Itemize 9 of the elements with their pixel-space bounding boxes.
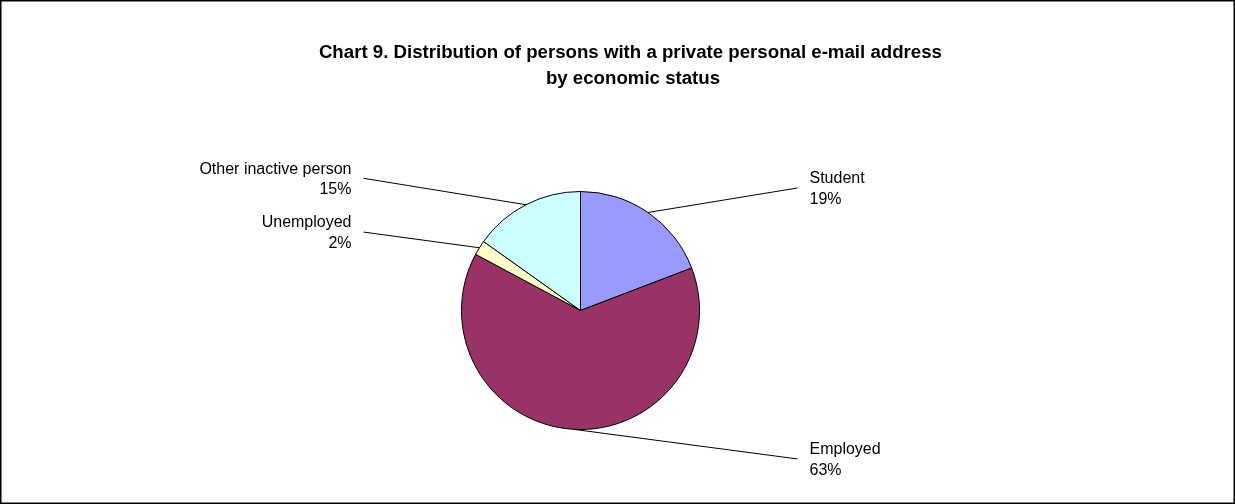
data-label: 15% xyxy=(319,179,352,197)
slice-label: Unemployed xyxy=(261,213,352,231)
data-label: 63% xyxy=(809,460,842,478)
data-label: 19% xyxy=(809,189,842,207)
slice-label: Student xyxy=(809,169,866,187)
slice-label: Other inactive person xyxy=(199,159,352,177)
chart-title: Chart 9. Distribution of persons with a private personal e-mail address by economic status xyxy=(318,40,942,88)
slice-label: Employed xyxy=(809,440,881,458)
data-label: 2% xyxy=(328,233,352,251)
